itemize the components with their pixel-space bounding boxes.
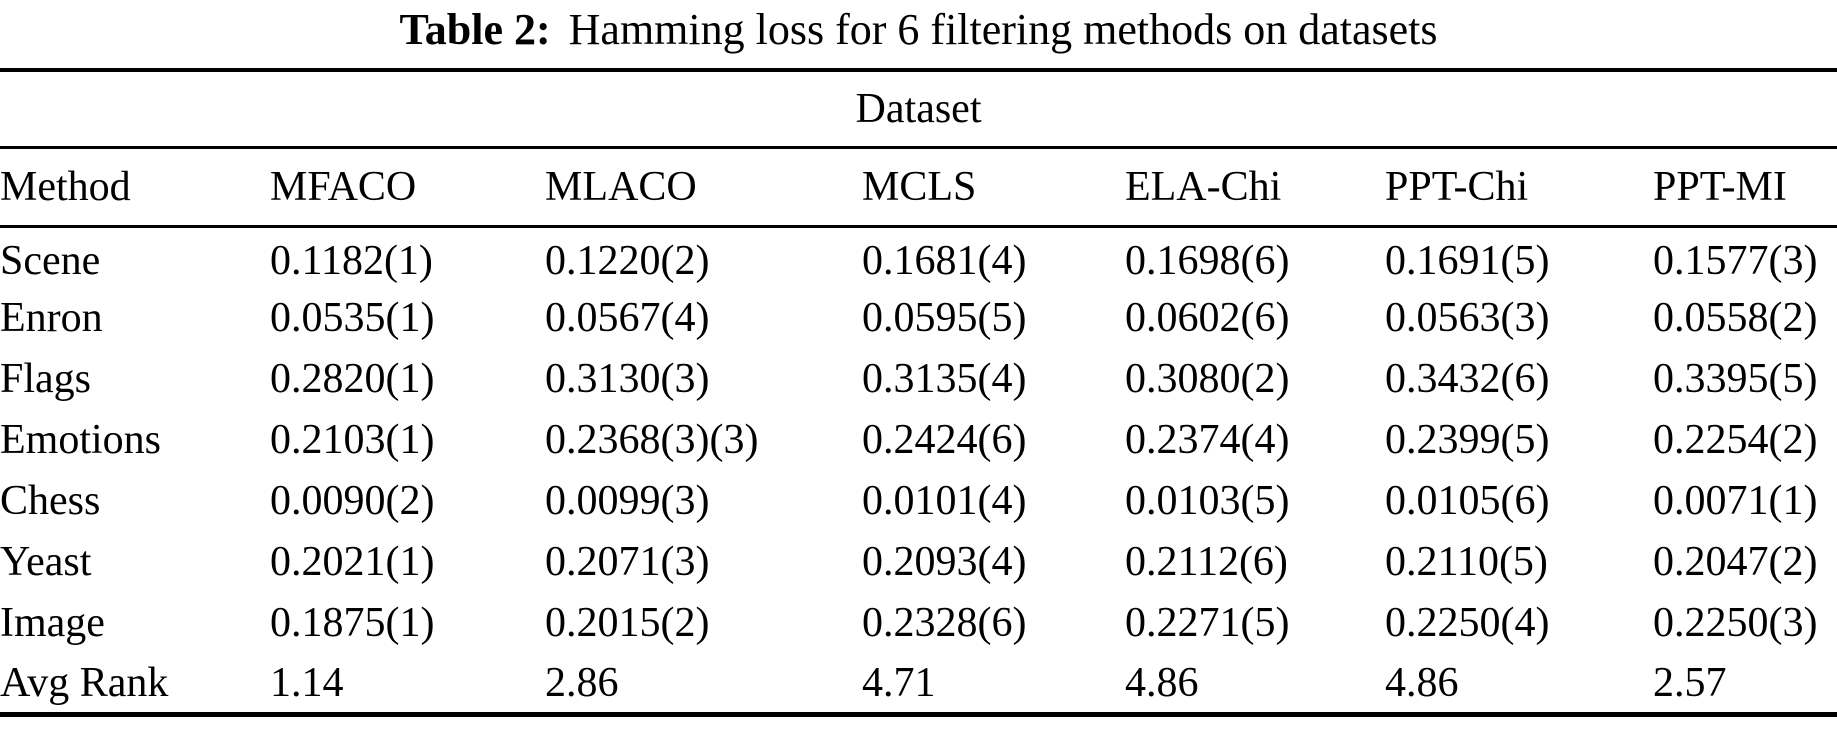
cell: 0.2047(2) bbox=[1653, 539, 1818, 585]
cell: 0.2015(2) bbox=[545, 600, 710, 646]
cell: 0.0071(1) bbox=[1653, 478, 1818, 524]
row-label: Emotions bbox=[0, 417, 162, 463]
column-header-mfaco: MFACO bbox=[270, 147, 545, 228]
column-header-ela-chi: ELA-Chi bbox=[1125, 147, 1385, 228]
cell: 0.3135(4) bbox=[862, 356, 1027, 402]
cell: 0.1577(3) bbox=[1653, 237, 1818, 284]
cell: 0.2328(6) bbox=[862, 600, 1027, 646]
cell: 0.3395(5) bbox=[1653, 356, 1818, 402]
row-label: Yeast bbox=[0, 539, 92, 585]
cell: 0.2254(2) bbox=[1653, 417, 1818, 463]
cell: 4.86 bbox=[1125, 659, 1199, 706]
table-row-flags: Flags 0.2820(1) 0.3130(3) 0.3135(4) 0.30… bbox=[0, 349, 1837, 410]
cell: 0.2021(1) bbox=[270, 539, 435, 585]
cell: 0.3130(3) bbox=[545, 356, 710, 402]
cell: 0.0099(3) bbox=[545, 478, 710, 524]
column-header-mcls: MCLS bbox=[862, 147, 1125, 228]
cell: 0.2093(4) bbox=[862, 539, 1027, 585]
cell: 0.1182(1) bbox=[270, 237, 433, 284]
cell: 0.1691(5) bbox=[1385, 237, 1550, 284]
group-header-dataset: Dataset bbox=[0, 70, 1837, 149]
cell: 2.86 bbox=[545, 659, 619, 706]
cell: 0.1875(1) bbox=[270, 600, 435, 646]
cell: 0.2820(1) bbox=[270, 356, 435, 402]
table-row-image: Image 0.1875(1) 0.2015(2) 0.2328(6) 0.22… bbox=[0, 593, 1837, 654]
column-header-ppt-mi: PPT-MI bbox=[1653, 147, 1837, 228]
cell: 0.1220(2) bbox=[545, 237, 710, 284]
cell: 0.3080(2) bbox=[1125, 356, 1290, 402]
cell: 0.0090(2) bbox=[270, 478, 435, 524]
column-header-method: Method bbox=[0, 147, 270, 228]
cell: 0.1698(6) bbox=[1125, 237, 1290, 284]
column-header-row: Method MFACO MLACO MCLS ELA-Chi PPT-Chi … bbox=[0, 147, 1837, 228]
table-caption-text: Hamming loss for 6 filtering methods on … bbox=[568, 5, 1438, 54]
cell: 0.2368(3)(3) bbox=[545, 417, 759, 463]
table-row-yeast: Yeast 0.2021(1) 0.2071(3) 0.2093(4) 0.21… bbox=[0, 532, 1837, 593]
group-header-row: Dataset bbox=[0, 70, 1837, 149]
cell: 0.2110(5) bbox=[1385, 539, 1548, 585]
cell: 0.2112(6) bbox=[1125, 539, 1288, 585]
cell: 0.0567(4) bbox=[545, 295, 710, 341]
cell: 2.57 bbox=[1653, 659, 1727, 706]
cell: 0.2103(1) bbox=[270, 417, 435, 463]
cell: 0.0563(3) bbox=[1385, 295, 1550, 341]
row-label: Chess bbox=[0, 478, 101, 524]
cell: 0.3432(6) bbox=[1385, 356, 1550, 402]
cell: 0.2250(4) bbox=[1385, 600, 1550, 646]
row-label: Image bbox=[0, 600, 105, 646]
cell: 0.0101(4) bbox=[862, 478, 1027, 524]
cell: 0.0535(1) bbox=[270, 295, 435, 341]
table-row-chess: Chess 0.0090(2) 0.0099(3) 0.0101(4) 0.01… bbox=[0, 471, 1837, 532]
row-label: Scene bbox=[0, 237, 101, 284]
table-row-emotions: Emotions 0.2103(1) 0.2368(3)(3) 0.2424(6… bbox=[0, 410, 1837, 471]
column-header-ppt-chi: PPT-Chi bbox=[1385, 147, 1653, 228]
cell: 0.0558(2) bbox=[1653, 295, 1818, 341]
table-row-enron: Enron 0.0535(1) 0.0567(4) 0.0595(5) 0.06… bbox=[0, 288, 1837, 349]
cell: 0.1681(4) bbox=[862, 237, 1027, 284]
cell: 0.0602(6) bbox=[1125, 295, 1290, 341]
row-label: Avg Rank bbox=[0, 659, 169, 706]
cell: 4.86 bbox=[1385, 659, 1459, 706]
table-row-avg-rank: Avg Rank 1.14 2.86 4.71 4.86 4.86 2.57 bbox=[0, 654, 1837, 715]
table-row-scene: Scene 0.1182(1) 0.1220(2) 0.1681(4) 0.16… bbox=[0, 227, 1837, 288]
cell: 0.2271(5) bbox=[1125, 600, 1290, 646]
cell: 0.0595(5) bbox=[862, 295, 1027, 341]
column-header-mlaco: MLACO bbox=[545, 147, 862, 228]
table-caption-label: Table 2: bbox=[399, 5, 551, 54]
cell: 0.2250(3) bbox=[1653, 600, 1818, 646]
cell: 0.2374(4) bbox=[1125, 417, 1290, 463]
cell: 0.0103(5) bbox=[1125, 478, 1290, 524]
table-caption: Table 2: Hamming loss for 6 filtering met… bbox=[0, 0, 1837, 68]
cell: 0.2071(3) bbox=[545, 539, 710, 585]
cell: 1.14 bbox=[270, 659, 344, 706]
cell: 4.71 bbox=[862, 659, 936, 706]
results-table: Dataset Method MFACO MLACO MCLS ELA-Chi … bbox=[0, 68, 1837, 717]
cell: 0.2399(5) bbox=[1385, 417, 1550, 463]
cell: 0.2424(6) bbox=[862, 417, 1027, 463]
row-label: Flags bbox=[0, 356, 92, 402]
cell: 0.0105(6) bbox=[1385, 478, 1550, 524]
row-label: Enron bbox=[0, 295, 103, 341]
